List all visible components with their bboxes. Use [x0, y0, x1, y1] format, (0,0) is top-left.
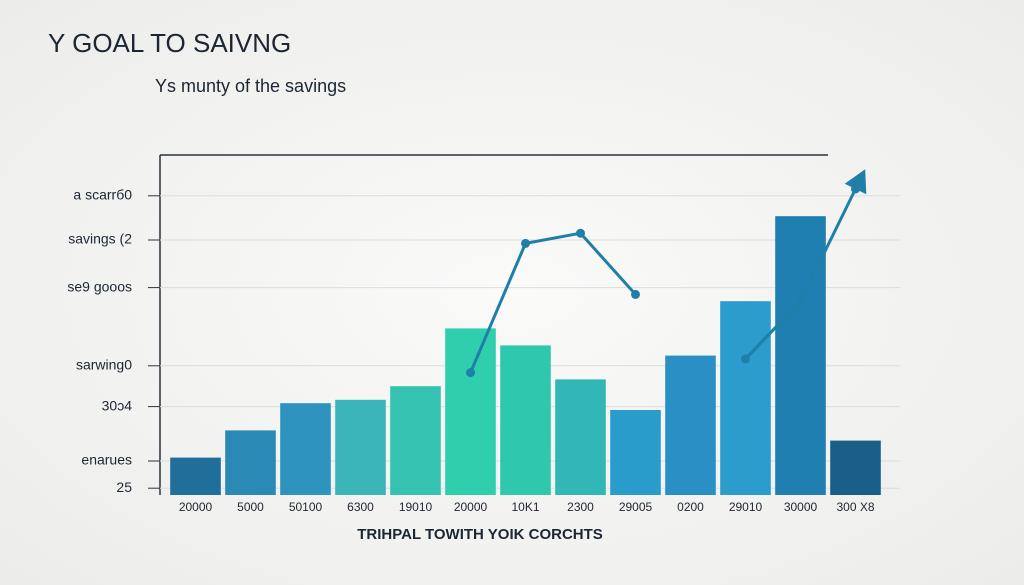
bar	[775, 216, 826, 495]
y-tick-label: enarues	[81, 452, 132, 468]
bar	[280, 403, 331, 495]
bar	[500, 345, 551, 495]
x-tick-label: 20000	[179, 500, 213, 514]
bar	[445, 328, 496, 495]
line-point	[631, 289, 640, 299]
bar	[225, 430, 276, 495]
bar	[720, 301, 771, 495]
y-tick-label: 30ɔ4	[102, 397, 133, 413]
line-point	[521, 238, 530, 248]
y-tick-label: savings (2	[68, 231, 132, 247]
line-point	[466, 368, 475, 378]
y-tick-label: a scarrб0	[73, 187, 132, 203]
x-tick-label: 20000	[454, 500, 488, 514]
y-tick-label: sarwing0	[76, 357, 132, 373]
bar	[610, 410, 661, 495]
x-tick-label: 2300	[567, 500, 594, 514]
x-tick-label: 0200	[677, 500, 704, 514]
chart-subtitle: Ys munty of the savings	[155, 76, 346, 96]
line	[469, 231, 637, 374]
bar	[830, 440, 881, 495]
bar	[665, 355, 716, 495]
x-tick-label: 50100	[289, 500, 323, 514]
line-point	[796, 296, 805, 306]
bar	[335, 399, 386, 495]
x-tick-label: 10K1	[511, 500, 539, 514]
y-tick-label: se9 gooos	[67, 278, 132, 294]
x-tick-label: 300 X8	[836, 500, 874, 514]
x-axis-label: TRIHPAL TOWITH YOIK CORCHTS	[357, 526, 603, 543]
x-tick-label: 30000	[784, 500, 818, 514]
x-tick-label: 29010	[729, 500, 763, 514]
x-tick-label: 29005	[619, 500, 653, 514]
bar	[555, 379, 606, 495]
arrow-head	[844, 169, 867, 195]
bar	[170, 457, 221, 495]
bar	[390, 386, 441, 495]
line-point	[741, 354, 750, 364]
chart-title: Y GOAL TO SAIVNG	[48, 28, 291, 58]
x-tick-label: 5000	[237, 500, 264, 514]
line-point	[576, 228, 585, 238]
x-tick-label: 6300	[347, 500, 374, 514]
x-tick-label: 19010	[399, 500, 433, 514]
y-tick-label: 25	[116, 479, 132, 495]
